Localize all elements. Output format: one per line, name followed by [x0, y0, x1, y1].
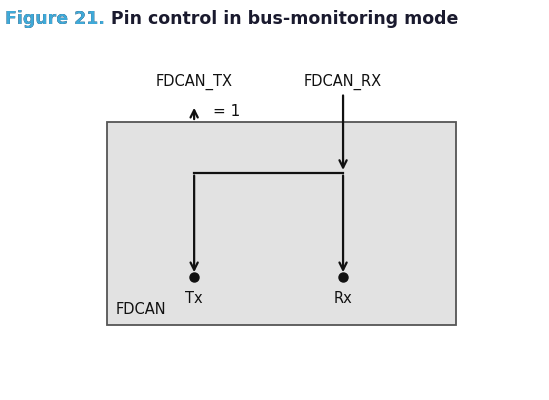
Text: FDCAN_TX: FDCAN_TX: [155, 73, 233, 90]
Text: FDCAN_RX: FDCAN_RX: [304, 73, 382, 90]
Text: Figure 21.: Figure 21.: [5, 10, 111, 28]
Text: Figure 21. Pin control in bus-monitoring mode: Figure 21. Pin control in bus-monitoring…: [5, 10, 459, 28]
Text: FDCAN: FDCAN: [115, 302, 166, 318]
Text: Tx: Tx: [186, 291, 203, 306]
Text: Rx: Rx: [334, 291, 352, 306]
Text: = 1: = 1: [213, 104, 240, 120]
Bar: [107, 122, 456, 325]
